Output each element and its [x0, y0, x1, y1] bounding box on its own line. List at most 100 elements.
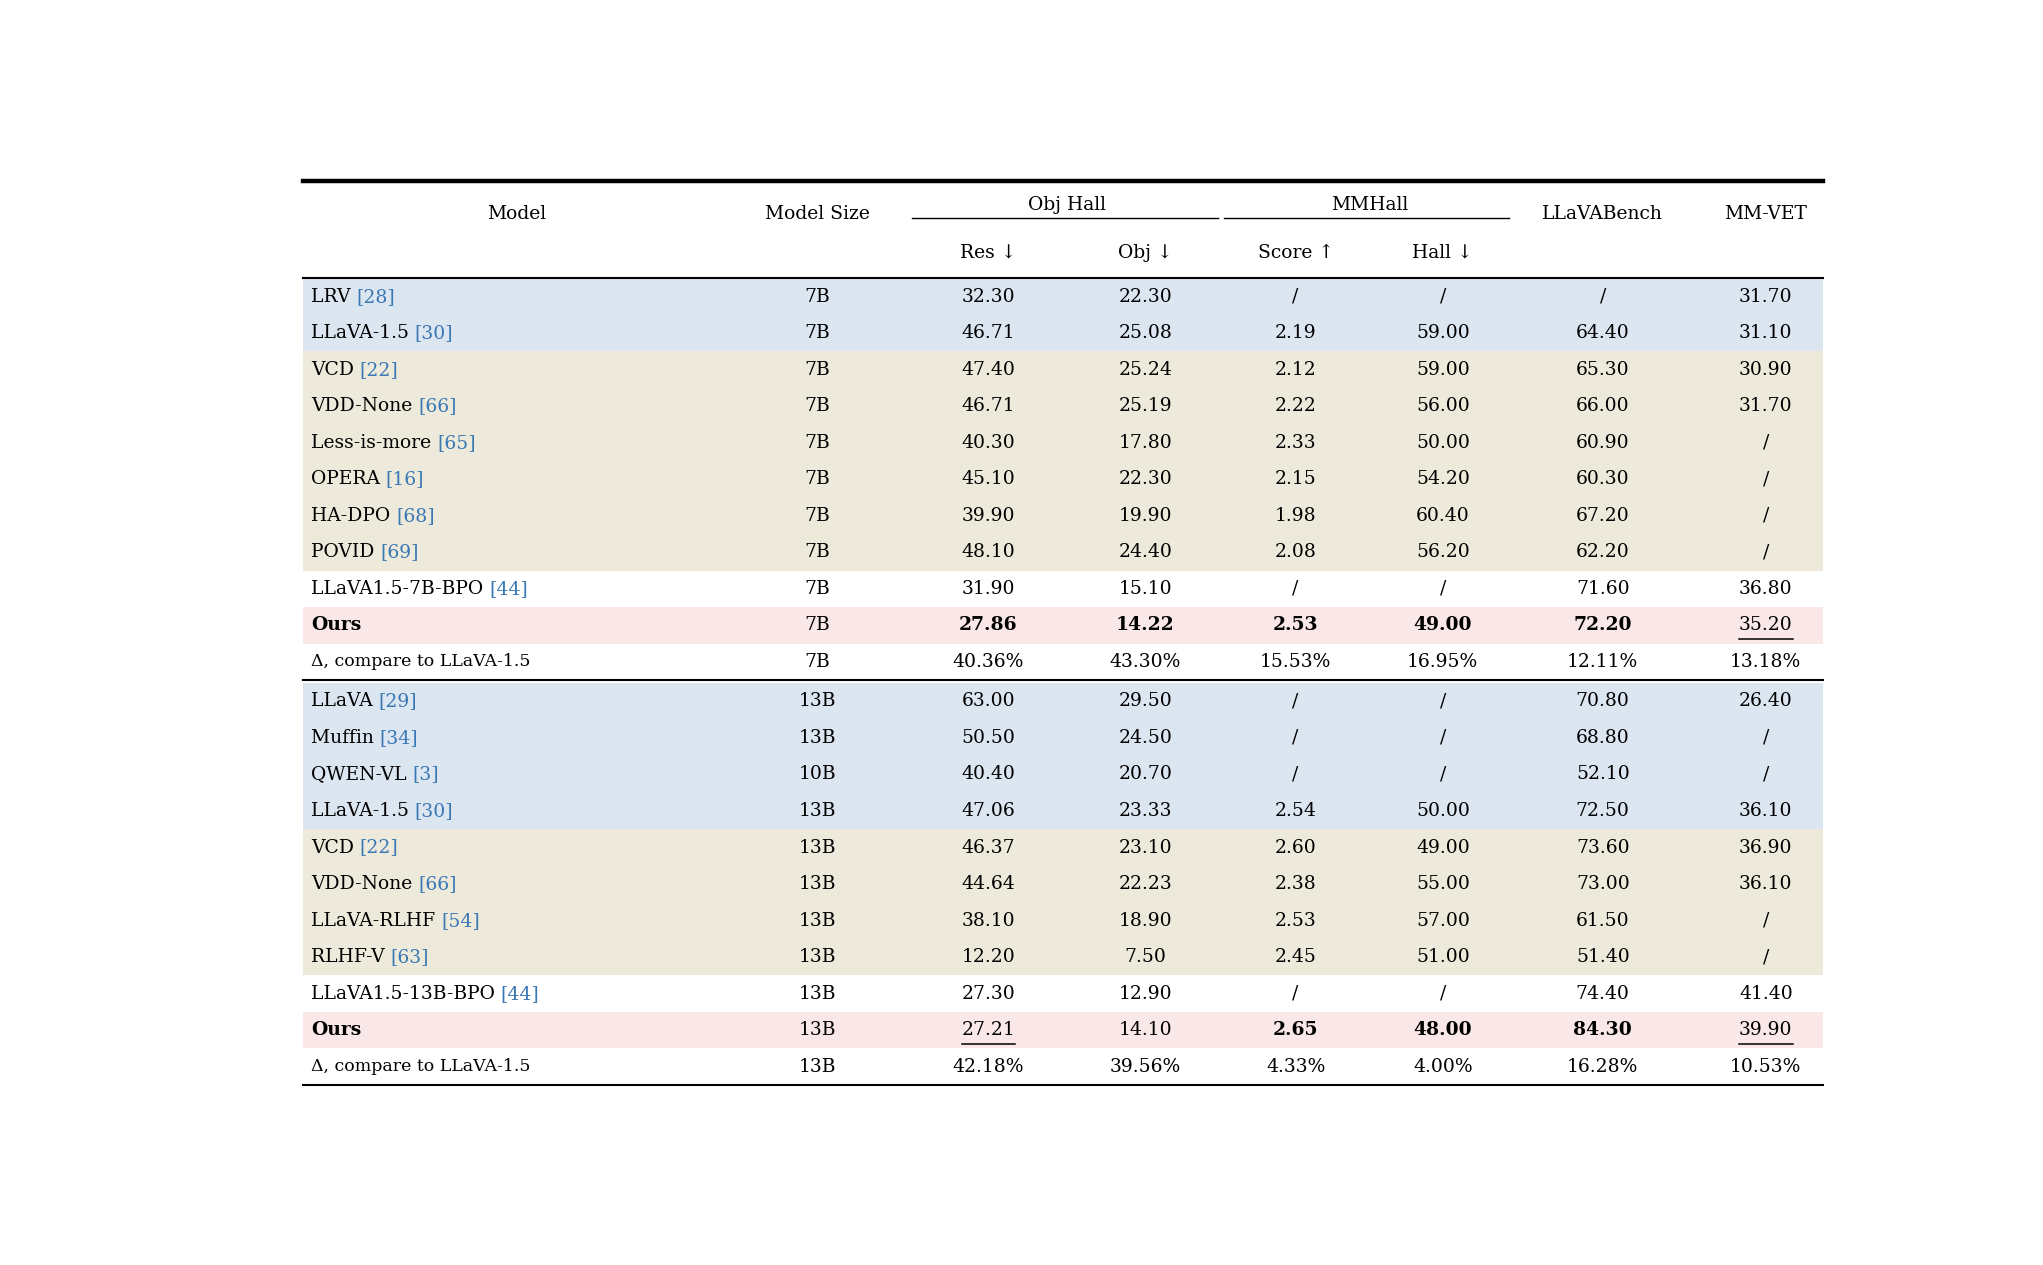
- Text: 45.10: 45.10: [962, 471, 1015, 488]
- Text: 67.20: 67.20: [1575, 507, 1630, 525]
- Text: Obj Hall: Obj Hall: [1028, 196, 1105, 214]
- Text: 2.19: 2.19: [1275, 324, 1316, 343]
- Text: /: /: [1763, 947, 1769, 966]
- Text: 24.50: 24.50: [1118, 729, 1173, 746]
- Text: 36.10: 36.10: [1739, 802, 1792, 820]
- Text: 22.30: 22.30: [1118, 287, 1173, 306]
- Text: 12.11%: 12.11%: [1567, 653, 1638, 670]
- Text: 16.28%: 16.28%: [1567, 1058, 1638, 1075]
- Text: 36.80: 36.80: [1739, 579, 1792, 598]
- Text: /: /: [1293, 692, 1299, 711]
- Text: [66]: [66]: [419, 875, 456, 893]
- Text: Ours: Ours: [311, 616, 362, 635]
- Text: /: /: [1440, 579, 1446, 598]
- Text: 54.20: 54.20: [1416, 471, 1469, 488]
- Bar: [302, 497, 1822, 534]
- Text: 22.23: 22.23: [1118, 875, 1173, 893]
- Bar: [302, 720, 1822, 756]
- Text: 13B: 13B: [799, 947, 836, 966]
- Text: [34]: [34]: [380, 729, 419, 746]
- Text: 59.00: 59.00: [1416, 361, 1469, 378]
- Text: [65]: [65]: [437, 434, 476, 452]
- Bar: [302, 644, 1822, 681]
- Text: 2.65: 2.65: [1273, 1021, 1318, 1039]
- Text: [66]: [66]: [419, 397, 456, 415]
- Text: /: /: [1293, 765, 1299, 783]
- Text: 25.19: 25.19: [1118, 397, 1173, 415]
- Text: 14.10: 14.10: [1118, 1021, 1173, 1039]
- Text: 13B: 13B: [799, 984, 836, 1003]
- Text: 41.40: 41.40: [1739, 984, 1794, 1003]
- Text: 59.00: 59.00: [1416, 324, 1469, 343]
- Text: [29]: [29]: [378, 692, 417, 711]
- Text: RLHF-V: RLHF-V: [311, 947, 390, 966]
- Text: [54]: [54]: [441, 912, 480, 930]
- Text: 2.45: 2.45: [1275, 947, 1316, 966]
- Text: 26.40: 26.40: [1739, 692, 1794, 711]
- Text: /: /: [1440, 287, 1446, 306]
- Text: [68]: [68]: [396, 507, 435, 525]
- Text: 46.71: 46.71: [962, 397, 1015, 415]
- Text: 71.60: 71.60: [1575, 579, 1630, 598]
- Text: 13B: 13B: [799, 875, 836, 893]
- Text: [69]: [69]: [380, 544, 419, 562]
- Text: Muffin: Muffin: [311, 729, 380, 746]
- Text: [63]: [63]: [390, 947, 429, 966]
- Text: 13B: 13B: [799, 839, 836, 856]
- Text: 51.40: 51.40: [1575, 947, 1630, 966]
- Text: 48.10: 48.10: [962, 544, 1015, 562]
- Text: 1.98: 1.98: [1275, 507, 1316, 525]
- Bar: [302, 388, 1822, 425]
- Text: 48.00: 48.00: [1414, 1021, 1473, 1039]
- Bar: [302, 571, 1822, 607]
- Text: QWEN-VL: QWEN-VL: [311, 765, 413, 783]
- Text: 2.15: 2.15: [1275, 471, 1316, 488]
- Text: LLaVA-1.5: LLaVA-1.5: [311, 802, 415, 820]
- Text: /: /: [1440, 729, 1446, 746]
- Text: 7B: 7B: [805, 616, 829, 635]
- Bar: [302, 1049, 1822, 1085]
- Text: /: /: [1763, 765, 1769, 783]
- Text: LLaVABench: LLaVABench: [1542, 205, 1663, 223]
- Text: 7B: 7B: [805, 507, 829, 525]
- Text: /: /: [1293, 579, 1299, 598]
- Text: 42.18%: 42.18%: [952, 1058, 1024, 1075]
- Text: 13B: 13B: [799, 1058, 836, 1075]
- Text: 15.10: 15.10: [1118, 579, 1173, 598]
- Text: 17.80: 17.80: [1118, 434, 1173, 452]
- Text: 7B: 7B: [805, 653, 829, 670]
- Text: 38.10: 38.10: [962, 912, 1015, 930]
- Text: 66.00: 66.00: [1575, 397, 1630, 415]
- Text: Hall ↓: Hall ↓: [1412, 244, 1473, 262]
- Text: 56.20: 56.20: [1416, 544, 1469, 562]
- Text: 52.10: 52.10: [1575, 765, 1630, 783]
- Text: 39.90: 39.90: [1739, 1021, 1792, 1039]
- Text: LLaVA-1.5: LLaVA-1.5: [311, 324, 415, 343]
- Text: [30]: [30]: [415, 802, 454, 820]
- Text: 10B: 10B: [799, 765, 836, 783]
- Text: /: /: [1763, 729, 1769, 746]
- Text: 12.20: 12.20: [962, 947, 1015, 966]
- Text: 65.30: 65.30: [1575, 361, 1630, 378]
- Text: /: /: [1763, 434, 1769, 452]
- Text: [28]: [28]: [355, 287, 394, 306]
- Text: 2.54: 2.54: [1275, 802, 1316, 820]
- Text: 7B: 7B: [805, 324, 829, 343]
- Text: 7B: 7B: [805, 434, 829, 452]
- Text: 40.36%: 40.36%: [952, 653, 1024, 670]
- Text: 7B: 7B: [805, 287, 829, 306]
- Text: /: /: [1293, 984, 1299, 1003]
- Text: 16.95%: 16.95%: [1408, 653, 1479, 670]
- Text: 14.22: 14.22: [1115, 616, 1175, 635]
- Text: Less-is-more: Less-is-more: [311, 434, 437, 452]
- Text: [3]: [3]: [413, 765, 439, 783]
- Bar: [302, 1012, 1822, 1049]
- Text: 2.12: 2.12: [1275, 361, 1316, 378]
- Text: [44]: [44]: [488, 579, 527, 598]
- Text: 36.10: 36.10: [1739, 875, 1792, 893]
- Text: 7B: 7B: [805, 544, 829, 562]
- Text: Δ, compare to LLaVA-1.5: Δ, compare to LLaVA-1.5: [311, 1059, 531, 1075]
- Text: 40.30: 40.30: [962, 434, 1015, 452]
- Text: VDD-None: VDD-None: [311, 875, 419, 893]
- Text: OPERA: OPERA: [311, 471, 386, 488]
